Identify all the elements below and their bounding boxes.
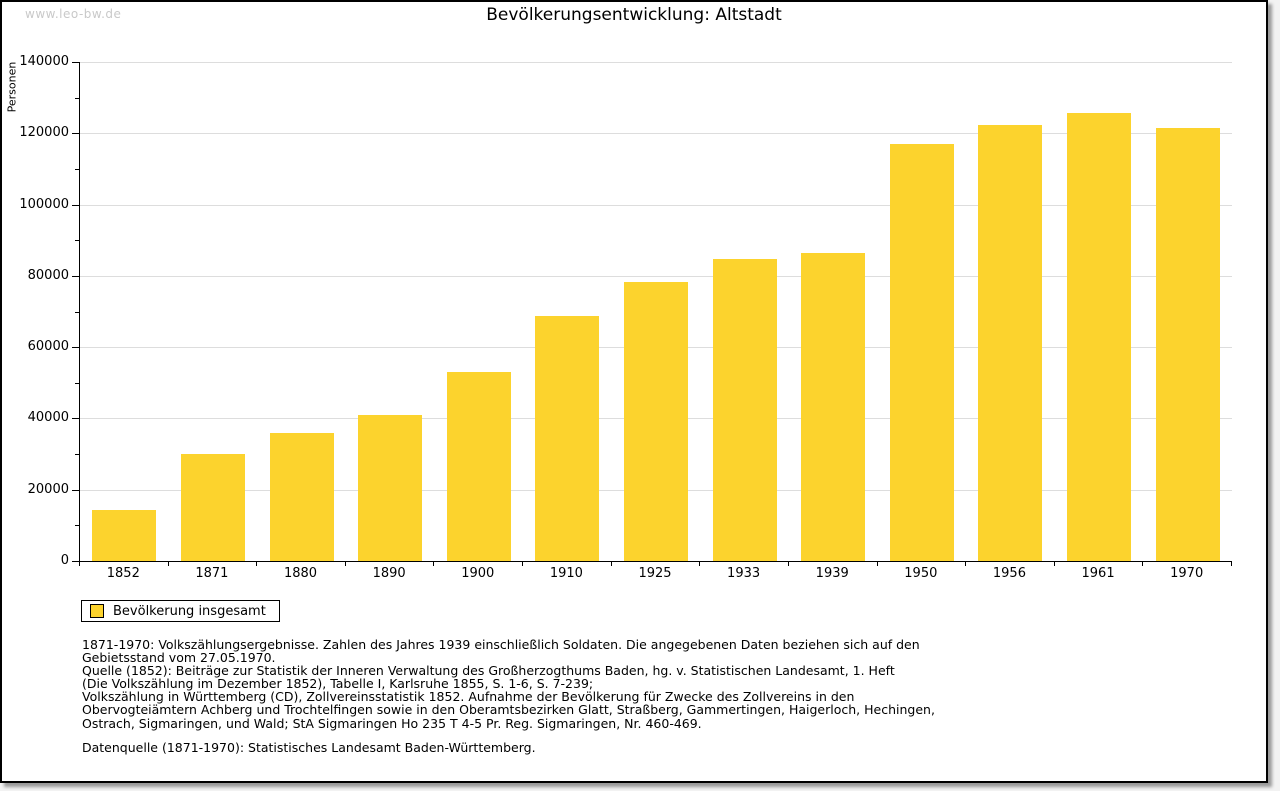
- y-tick-minor: [75, 525, 79, 527]
- x-tick: [699, 561, 701, 566]
- y-tick-major: [72, 418, 79, 420]
- bar-1925: [624, 281, 688, 561]
- y-tick-major: [72, 489, 79, 491]
- x-tick: [1142, 561, 1144, 566]
- bar-1950: [889, 143, 954, 561]
- y-tick-major: [72, 275, 79, 277]
- x-tick: [433, 561, 435, 566]
- y-axis-label: Personen: [5, 61, 19, 113]
- y-tick-minor: [75, 240, 79, 242]
- y-tick-minor: [75, 311, 79, 313]
- x-tick-label-1925: 1925: [638, 566, 672, 581]
- x-tick: [522, 561, 524, 566]
- bar-1880: [269, 432, 334, 561]
- x-tick-label-1939: 1939: [815, 566, 849, 581]
- x-tick-label-1950: 1950: [904, 566, 938, 581]
- footnote-line: Obervogteiämtern Achberg und Trochtelfin…: [82, 702, 935, 718]
- x-tick-label-1900: 1900: [461, 566, 495, 581]
- gridline: [80, 133, 1232, 135]
- bar-1933: [712, 258, 777, 561]
- y-tick-major: [72, 62, 79, 63]
- footnotes: 1871-1970: Volkszählungsergebnisse. Zahl…: [82, 638, 935, 730]
- y-tick-major: [72, 561, 79, 562]
- y-tick-label: 40000: [27, 410, 69, 426]
- y-tick-major: [72, 204, 79, 206]
- bar-1956: [978, 125, 1043, 561]
- x-tick-label-1910: 1910: [549, 566, 583, 581]
- footnote-line: Quelle (1852): Beiträge zur Statistik de…: [82, 663, 895, 679]
- footnote-line: (Die Volkszählung im Dezember 1852), Tab…: [82, 676, 594, 692]
- y-tick-label: 120000: [19, 125, 69, 141]
- bar-1852: [92, 509, 157, 561]
- x-tick-label-1956: 1956: [992, 566, 1026, 581]
- x-tick: [1231, 561, 1232, 566]
- x-tick-label-1961: 1961: [1081, 566, 1115, 581]
- x-tick-label-1970: 1970: [1170, 566, 1204, 581]
- footnote-line: Volkszählung in Württemberg (CD), Zollve…: [82, 689, 855, 705]
- legend: Bevölkerung insgesamt: [81, 600, 280, 622]
- x-tick-label-1852: 1852: [106, 566, 140, 581]
- y-tick-minor: [75, 168, 79, 170]
- y-tick-label: 20000: [27, 481, 69, 497]
- x-tick: [876, 561, 878, 566]
- gridline: [80, 62, 1232, 63]
- watermark: www.leo-bw.de: [25, 7, 122, 21]
- bar-1939: [801, 253, 866, 561]
- x-tick-label-1890: 1890: [372, 566, 406, 581]
- y-tick-major: [72, 347, 79, 349]
- bar-1910: [535, 316, 600, 561]
- x-tick: [1053, 561, 1055, 566]
- bar-1890: [358, 414, 423, 561]
- y-tick-label: 100000: [19, 196, 69, 212]
- footnote-line: Gebietsstand vom 27.05.1970.: [82, 650, 276, 666]
- x-tick-label-1933: 1933: [727, 566, 761, 581]
- bar-1900: [446, 372, 511, 561]
- gridline: [80, 204, 1232, 206]
- y-tick-major: [72, 133, 79, 135]
- y-tick-label: 60000: [27, 339, 69, 355]
- y-tick-label: 0: [60, 553, 69, 568]
- x-tick: [787, 561, 789, 566]
- y-tick-label: 80000: [27, 267, 69, 283]
- x-tick: [965, 561, 967, 566]
- y-tick-minor: [75, 382, 79, 384]
- x-tick: [167, 561, 169, 566]
- y-tick-minor: [75, 97, 79, 99]
- chart-title: Bevölkerungsentwicklung: Altstadt: [486, 5, 782, 25]
- x-tick-label-1880: 1880: [283, 566, 318, 581]
- bar-1970: [1155, 128, 1220, 561]
- legend-label: Bevölkerung insgesamt: [113, 603, 266, 619]
- x-tick: [610, 561, 612, 566]
- data-source-line: Datenquelle (1871-1970): Statistisches L…: [82, 740, 536, 755]
- bar-1871: [180, 454, 245, 561]
- x-tick-label-1871: 1871: [195, 566, 229, 581]
- footnote-line: Ostrach, Sigmaringen, und Wald; StA Sigm…: [82, 715, 702, 731]
- footnote-line: 1871-1970: Volkszählungsergebnisse. Zahl…: [82, 637, 920, 652]
- y-tick-minor: [75, 454, 79, 456]
- x-tick: [256, 561, 258, 566]
- legend-swatch: [90, 604, 104, 618]
- x-tick: [344, 561, 346, 566]
- plot-area: [79, 62, 1232, 562]
- bar-1961: [1067, 112, 1132, 561]
- y-tick-label: 140000: [19, 54, 69, 69]
- x-tick: [79, 561, 80, 566]
- gridline: [80, 275, 1232, 277]
